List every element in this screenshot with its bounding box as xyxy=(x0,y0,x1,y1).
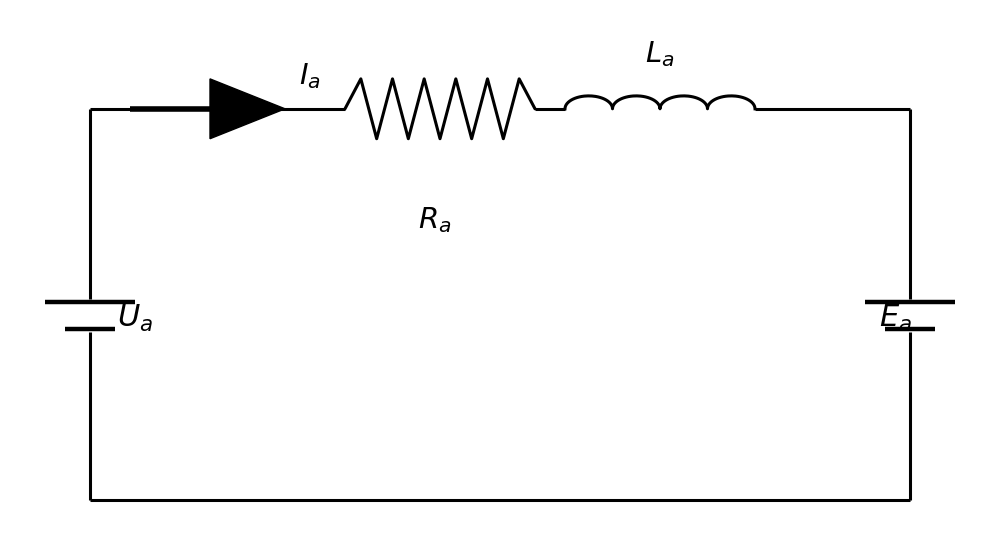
Text: $\mathit{E}_a$: $\mathit{E}_a$ xyxy=(879,302,911,334)
Text: $\mathit{U}_a$: $\mathit{U}_a$ xyxy=(117,302,153,334)
Text: $\mathit{R}_a$: $\mathit{R}_a$ xyxy=(418,206,452,235)
Polygon shape xyxy=(210,79,285,139)
Text: $\mathit{I}_a$: $\mathit{I}_a$ xyxy=(299,61,321,91)
Text: $\mathit{L}_a$: $\mathit{L}_a$ xyxy=(645,40,675,69)
